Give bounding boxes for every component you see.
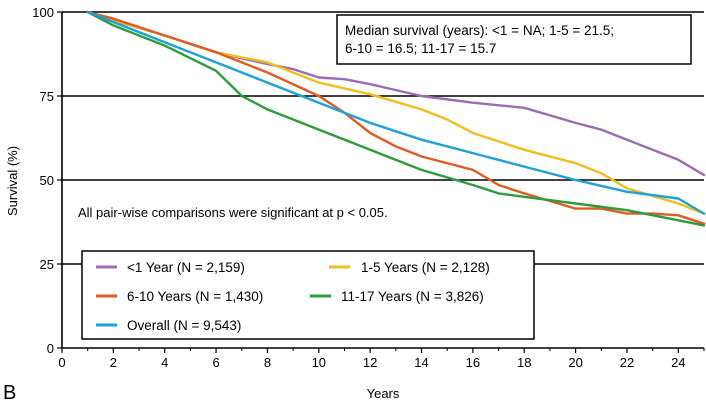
y-tick-label-25: 25	[40, 257, 54, 272]
y-axis-title: Survival (%)	[5, 146, 20, 216]
legend-item-lt1: <1 Year (N = 2,159)	[96, 260, 245, 275]
legend-item-11-17: 11-17 Years (N = 3,826)	[310, 289, 484, 304]
series-line-overall	[86, 10, 706, 215]
x-axis-title: Years	[367, 386, 400, 401]
series-lines	[86, 10, 706, 227]
x-tick-label-8: 8	[264, 355, 271, 370]
legend: <1 Year (N = 2,159) 1-5 Years (N = 2,128…	[81, 250, 535, 340]
median-survival-box: Median survival (years): <1 = NA; 1-5 = …	[336, 14, 692, 65]
median-survival-line-1: Median survival (years): <1 = NA; 1-5 = …	[345, 23, 614, 38]
legend-label-overall: Overall (N = 9,543)	[127, 318, 241, 333]
x-tick-label-22: 22	[620, 355, 634, 370]
legend-label-6-10: 6-10 Years (N = 1,430)	[127, 289, 263, 304]
x-tick-label-16: 16	[466, 355, 480, 370]
median-survival-line-2: 6-10 = 16.5; 11-17 = 15.7	[345, 41, 496, 56]
series-line-y6_10	[86, 10, 706, 225]
x-tick-label-2: 2	[110, 355, 117, 370]
y-tick-label-75: 75	[40, 89, 54, 104]
legend-label-11-17: 11-17 Years (N = 3,826)	[341, 289, 484, 304]
legend-label-1-5: 1-5 Years (N = 2,128)	[361, 260, 490, 275]
legend-item-overall: Overall (N = 9,543)	[96, 318, 241, 333]
x-tick-label-0: 0	[58, 355, 65, 370]
y-tick-label-100: 100	[32, 5, 54, 20]
significance-note: All pair-wise comparisons were significa…	[78, 205, 388, 220]
x-tick-label-14: 14	[414, 355, 428, 370]
x-tick-label-12: 12	[363, 355, 377, 370]
x-tick-label-6: 6	[212, 355, 219, 370]
x-tick-label-24: 24	[671, 355, 685, 370]
panel-label: B	[3, 382, 16, 403]
y-tick-label-0: 0	[47, 341, 54, 356]
series-line-y11_17	[86, 10, 706, 227]
x-tick-label-4: 4	[161, 355, 168, 370]
legend-item-6-10: 6-10 Years (N = 1,430)	[96, 289, 263, 304]
legend-item-1-5: 1-5 Years (N = 2,128)	[329, 260, 490, 275]
x-tick-label-10: 10	[312, 355, 326, 370]
x-tick-label-18: 18	[517, 355, 531, 370]
legend-label-lt1: <1 Year (N = 2,159)	[127, 260, 245, 275]
x-tick-label-20: 20	[568, 355, 582, 370]
y-tick-label-50: 50	[40, 173, 54, 188]
